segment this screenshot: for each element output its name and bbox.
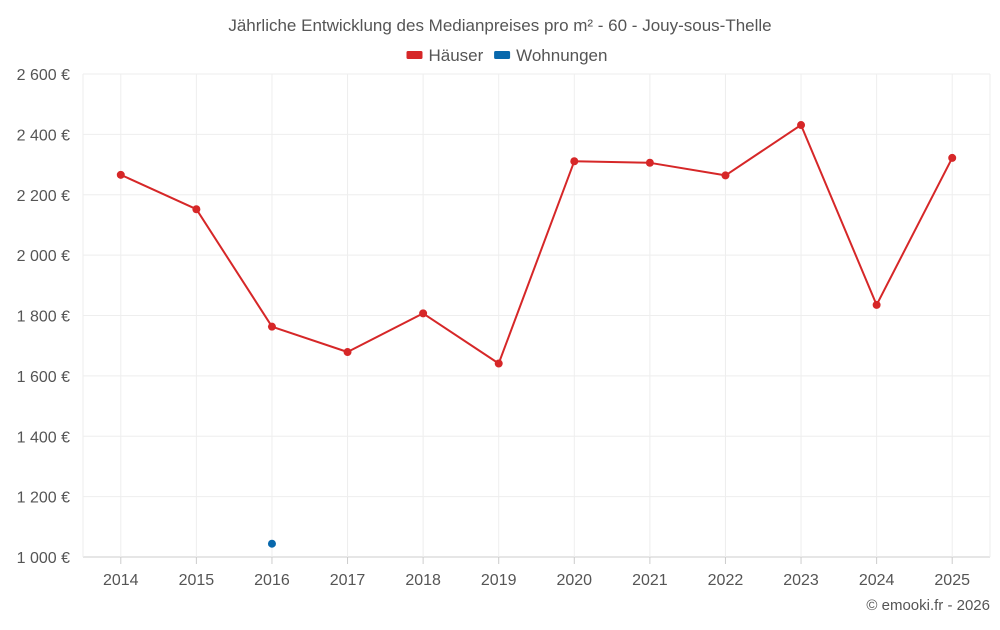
x-tick-label: 2025 bbox=[934, 572, 970, 589]
y-tick-label: 2 400 € bbox=[17, 127, 70, 144]
data-point-häuser bbox=[116, 170, 125, 179]
x-tick-label: 2016 bbox=[254, 572, 290, 589]
y-tick-label: 1 000 € bbox=[17, 550, 70, 567]
x-tick-label: 2023 bbox=[783, 572, 819, 589]
data-point-häuser bbox=[948, 153, 957, 162]
y-axis: 1 000 € 1 200 € 1 400 € 1 600 € 1 800 € 2 000… bbox=[17, 67, 70, 567]
y-tick-label: 2 600 € bbox=[17, 67, 70, 84]
data-point-wohnungen bbox=[267, 539, 276, 548]
data-point-häuser bbox=[343, 348, 352, 357]
series-layer bbox=[116, 121, 957, 548]
data-point-häuser bbox=[570, 157, 579, 166]
data-point-häuser bbox=[494, 359, 503, 368]
grid bbox=[82, 73, 991, 558]
x-tick-label: 2015 bbox=[179, 572, 215, 589]
y-tick-label: 1 400 € bbox=[17, 429, 70, 446]
chart-title: Jährliche Entwicklung des Medianpreises … bbox=[228, 16, 771, 35]
x-tick-label: 2020 bbox=[556, 572, 592, 589]
y-tick-label: 1 200 € bbox=[17, 490, 70, 507]
data-point-häuser bbox=[419, 309, 428, 318]
data-point-häuser bbox=[267, 322, 276, 331]
x-tick-label: 2022 bbox=[708, 572, 744, 589]
legend-swatch-wohnungen[interactable] bbox=[494, 51, 511, 59]
y-tick-label: 1 600 € bbox=[17, 369, 70, 386]
y-tick-label: 2 000 € bbox=[17, 248, 70, 265]
y-tick-label: 1 800 € bbox=[17, 309, 70, 326]
x-tick-label: 2021 bbox=[632, 572, 668, 589]
data-point-häuser bbox=[645, 158, 654, 167]
data-point-häuser bbox=[797, 121, 806, 130]
x-tick-label: 2019 bbox=[481, 572, 517, 589]
legend-swatch-häuser[interactable] bbox=[406, 51, 423, 59]
legend: Häuser Wohnungen bbox=[406, 46, 607, 65]
data-point-häuser bbox=[721, 171, 730, 180]
x-axis: 2014 2015 2016 2017 2018 2019 2020 2021 2022 2023… bbox=[103, 557, 970, 589]
x-tick-label: 2018 bbox=[405, 572, 441, 589]
data-point-häuser bbox=[872, 300, 881, 309]
credit-text: © emooki.fr - 2026 bbox=[866, 597, 990, 614]
y-tick-label: 2 200 € bbox=[17, 188, 70, 205]
series-line-häuser bbox=[120, 124, 954, 365]
data-point-häuser bbox=[192, 205, 201, 214]
legend-label-häuser[interactable]: Häuser bbox=[429, 46, 484, 65]
x-tick-label: 2017 bbox=[330, 572, 366, 589]
x-tick-label: 2024 bbox=[859, 572, 895, 589]
legend-label-wohnungen[interactable]: Wohnungen bbox=[516, 46, 607, 65]
x-tick-label: 2014 bbox=[103, 572, 139, 589]
